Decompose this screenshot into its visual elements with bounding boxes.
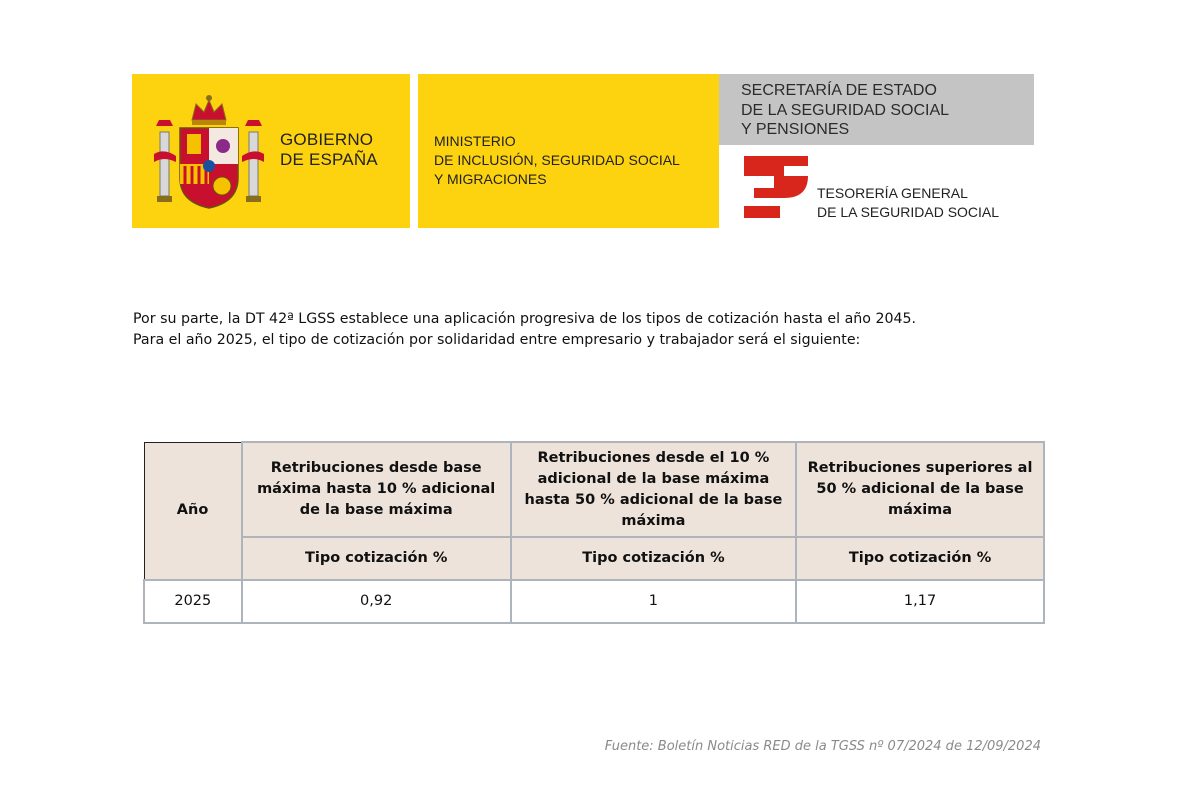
row-year: 2025 (143, 578, 243, 624)
group-header-1: Retribuciones desde base máxima hasta 10… (240, 440, 512, 539)
table-subheader-row: Tipo cotización % Tipo cotización % Tipo… (144, 536, 1045, 581)
secretaria-panel: SECRETARÍA DE ESTADO DE LA SEGURIDAD SOC… (719, 74, 1034, 145)
gobierno-line-1: GOBIERNO (280, 130, 374, 149)
secretaria-line-2: DE LA SEGURIDAD SOCIAL (741, 101, 950, 119)
tgss-logo-icon (744, 156, 808, 218)
subheader-3: Tipo cotización % (795, 536, 1045, 581)
intro-line-2: Para el año 2025, el tipo de cotización … (133, 332, 861, 348)
header-banner: GOBIERNO DE ESPAÑA MINISTERIO DE INCLUSI… (132, 74, 1034, 228)
group-header-2: Retribuciones desde el 10 % adicional de… (509, 440, 798, 539)
ministerio-panel: MINISTERIO DE INCLUSIÓN, SEGURIDAD SOCIA… (418, 74, 719, 228)
source-note: Fuente: Boletín Noticias RED de la TGSS … (604, 739, 1041, 754)
cotizacion-table: Año Retribuciones desde base máxima hast… (143, 440, 1045, 624)
intro-paragraph: Por su parte, la DT 42ª LGSS establece u… (133, 309, 1053, 351)
secretaria-label: SECRETARÍA DE ESTADO DE LA SEGURIDAD SOC… (741, 81, 949, 140)
subheader-1: Tipo cotización % (240, 536, 512, 581)
gobierno-label: GOBIERNO DE ESPAÑA (280, 130, 378, 170)
intro-line-1: Por su parte, la DT 42ª LGSS establece u… (133, 311, 917, 327)
secretaria-line-3: Y PENSIONES (741, 121, 850, 138)
secretaria-line-1: SECRETARÍA DE ESTADO (741, 82, 937, 99)
ministerio-label: MINISTERIO DE INCLUSIÓN, SEGURIDAD SOCIA… (434, 132, 680, 189)
ministerio-line-3: Y MIGRACIONES (434, 171, 547, 187)
table-header-row: Año Retribuciones desde base máxima hast… (143, 440, 1045, 580)
table-row: 2025 0,92 1 1,17 (143, 578, 1045, 624)
gobierno-panel: GOBIERNO DE ESPAÑA (132, 74, 410, 228)
row-value-2: 1 (509, 578, 798, 624)
ministerio-line-1: MINISTERIO (434, 133, 516, 149)
subheader-2: Tipo cotización % (509, 536, 798, 581)
gobierno-line-2: DE ESPAÑA (280, 150, 378, 169)
tesoreria-line-1: TESORERÍA GENERAL (817, 185, 968, 201)
row-value-3: 1,17 (795, 578, 1045, 624)
year-header: Año (143, 441, 243, 580)
row-value-1: 0,92 (240, 578, 512, 624)
tesoreria-label: TESORERÍA GENERAL DE LA SEGURIDAD SOCIAL (817, 184, 999, 222)
ministerio-line-2: DE INCLUSIÓN, SEGURIDAD SOCIAL (434, 152, 680, 168)
group-header-3: Retribuciones superiores al 50 % adicion… (795, 440, 1045, 539)
tesoreria-line-2: DE LA SEGURIDAD SOCIAL (817, 204, 1000, 220)
coat-of-arms-icon (154, 95, 264, 209)
